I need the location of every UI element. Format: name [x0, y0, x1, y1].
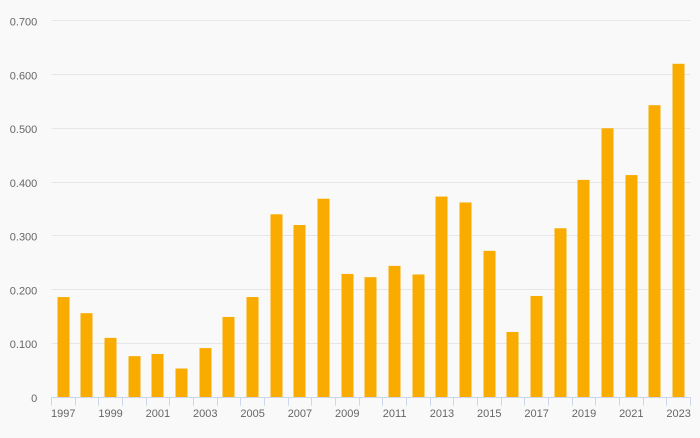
svg-text:2007: 2007 [288, 408, 312, 420]
svg-text:2019: 2019 [572, 408, 596, 420]
svg-text:1997: 1997 [51, 408, 75, 420]
svg-text:1999: 1999 [98, 408, 122, 420]
svg-text:2003: 2003 [193, 408, 217, 420]
svg-text:0.300: 0.300 [10, 232, 38, 244]
svg-text:2009: 2009 [335, 408, 359, 420]
svg-text:0.500: 0.500 [10, 124, 38, 136]
svg-text:0.400: 0.400 [10, 178, 38, 190]
svg-text:0.700: 0.700 [10, 17, 38, 29]
svg-text:2023: 2023 [666, 408, 690, 420]
svg-text:0.100: 0.100 [10, 339, 38, 351]
svg-text:2013: 2013 [430, 408, 454, 420]
svg-text:2015: 2015 [477, 408, 501, 420]
svg-text:2017: 2017 [524, 408, 548, 420]
svg-text:2021: 2021 [619, 408, 643, 420]
svg-text:2005: 2005 [240, 408, 264, 420]
svg-text:2011: 2011 [383, 408, 407, 420]
svg-text:0: 0 [31, 393, 37, 405]
svg-text:2001: 2001 [146, 408, 170, 420]
svg-text:0.600: 0.600 [10, 71, 38, 83]
svg-text:0.200: 0.200 [10, 285, 38, 297]
